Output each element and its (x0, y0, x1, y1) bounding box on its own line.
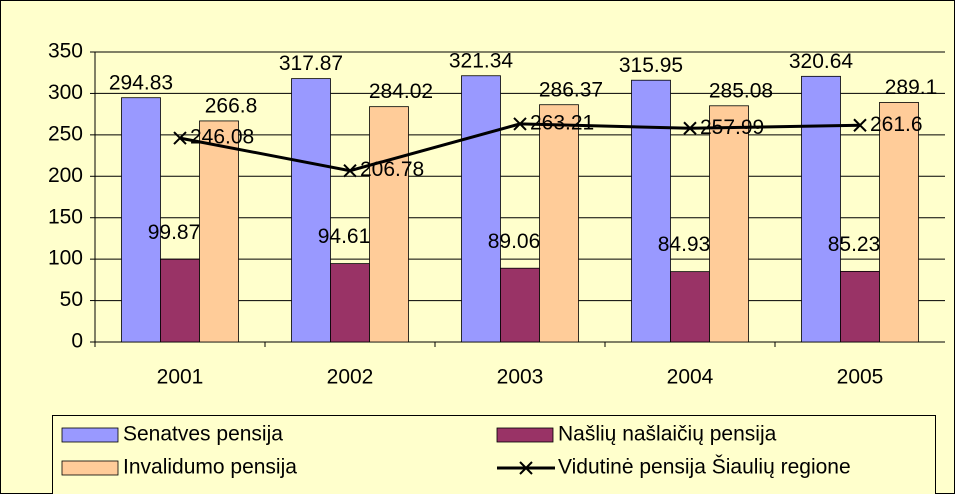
bar (801, 75, 841, 343)
bar (500, 267, 540, 343)
y-tick-label: 200 (48, 164, 83, 187)
data-label: 257.99 (700, 116, 764, 139)
bar (670, 271, 710, 343)
data-label: 321.34 (449, 49, 514, 72)
data-label: 85.23 (828, 233, 881, 256)
legend-swatch (496, 427, 554, 443)
bar (330, 263, 370, 343)
data-label: 289.1 (885, 76, 938, 99)
x-tick-label: 2002 (327, 366, 374, 389)
data-label: 89.06 (488, 230, 541, 253)
bar (539, 104, 579, 343)
line-marker (513, 117, 527, 131)
x-tick-label: 2005 (837, 366, 884, 389)
data-label: 317.87 (279, 52, 343, 75)
data-label: 284.02 (369, 80, 433, 103)
bar (369, 106, 409, 343)
data-label: 206.78 (360, 158, 424, 181)
line-marker (683, 121, 697, 135)
bar (840, 270, 880, 343)
data-label: 320.64 (789, 50, 854, 73)
legend-swatch (61, 427, 119, 443)
y-tick-label: 250 (48, 122, 83, 145)
legend-swatch (519, 461, 533, 475)
bar (291, 78, 331, 343)
data-label: 261.6 (870, 113, 923, 136)
data-label: 246.08 (190, 126, 254, 149)
bar (879, 102, 919, 343)
data-label: 315.95 (619, 54, 683, 77)
legend-label: Našlių našlaičių pensija (558, 423, 777, 446)
data-label: 266.8 (205, 94, 258, 117)
y-tick-label: 300 (48, 81, 83, 104)
data-label: 99.87 (148, 221, 201, 244)
legend-box (52, 415, 936, 494)
bar (461, 75, 501, 343)
data-label: 84.93 (658, 233, 711, 256)
bar (121, 97, 161, 343)
line-marker (173, 131, 187, 145)
y-tick-label: 100 (48, 247, 83, 270)
x-tick-label: 2001 (157, 366, 204, 389)
data-label: 286.37 (539, 78, 603, 101)
y-tick-label: 150 (48, 205, 83, 228)
legend-label: Invalidumo pensija (123, 456, 297, 479)
y-tick-label: 0 (71, 330, 83, 353)
line-marker (343, 163, 357, 178)
data-label: 285.08 (709, 79, 773, 102)
data-label: 263.21 (530, 111, 594, 134)
bar (631, 79, 671, 343)
data-label: 94.61 (318, 225, 371, 248)
line-marker (853, 118, 867, 132)
y-tick-label: 50 (60, 288, 83, 311)
bar (199, 120, 239, 343)
y-tick-label: 350 (48, 40, 83, 63)
x-tick-label: 2004 (667, 366, 714, 389)
legend-label: Senatves pensija (123, 423, 283, 446)
legend-label: Vidutinė pensija Šiaulių regione (558, 456, 851, 479)
bar (160, 258, 200, 343)
data-label: 294.83 (109, 71, 173, 94)
x-tick-label: 2003 (497, 366, 544, 389)
bar (709, 105, 749, 343)
legend-swatch (61, 460, 119, 476)
